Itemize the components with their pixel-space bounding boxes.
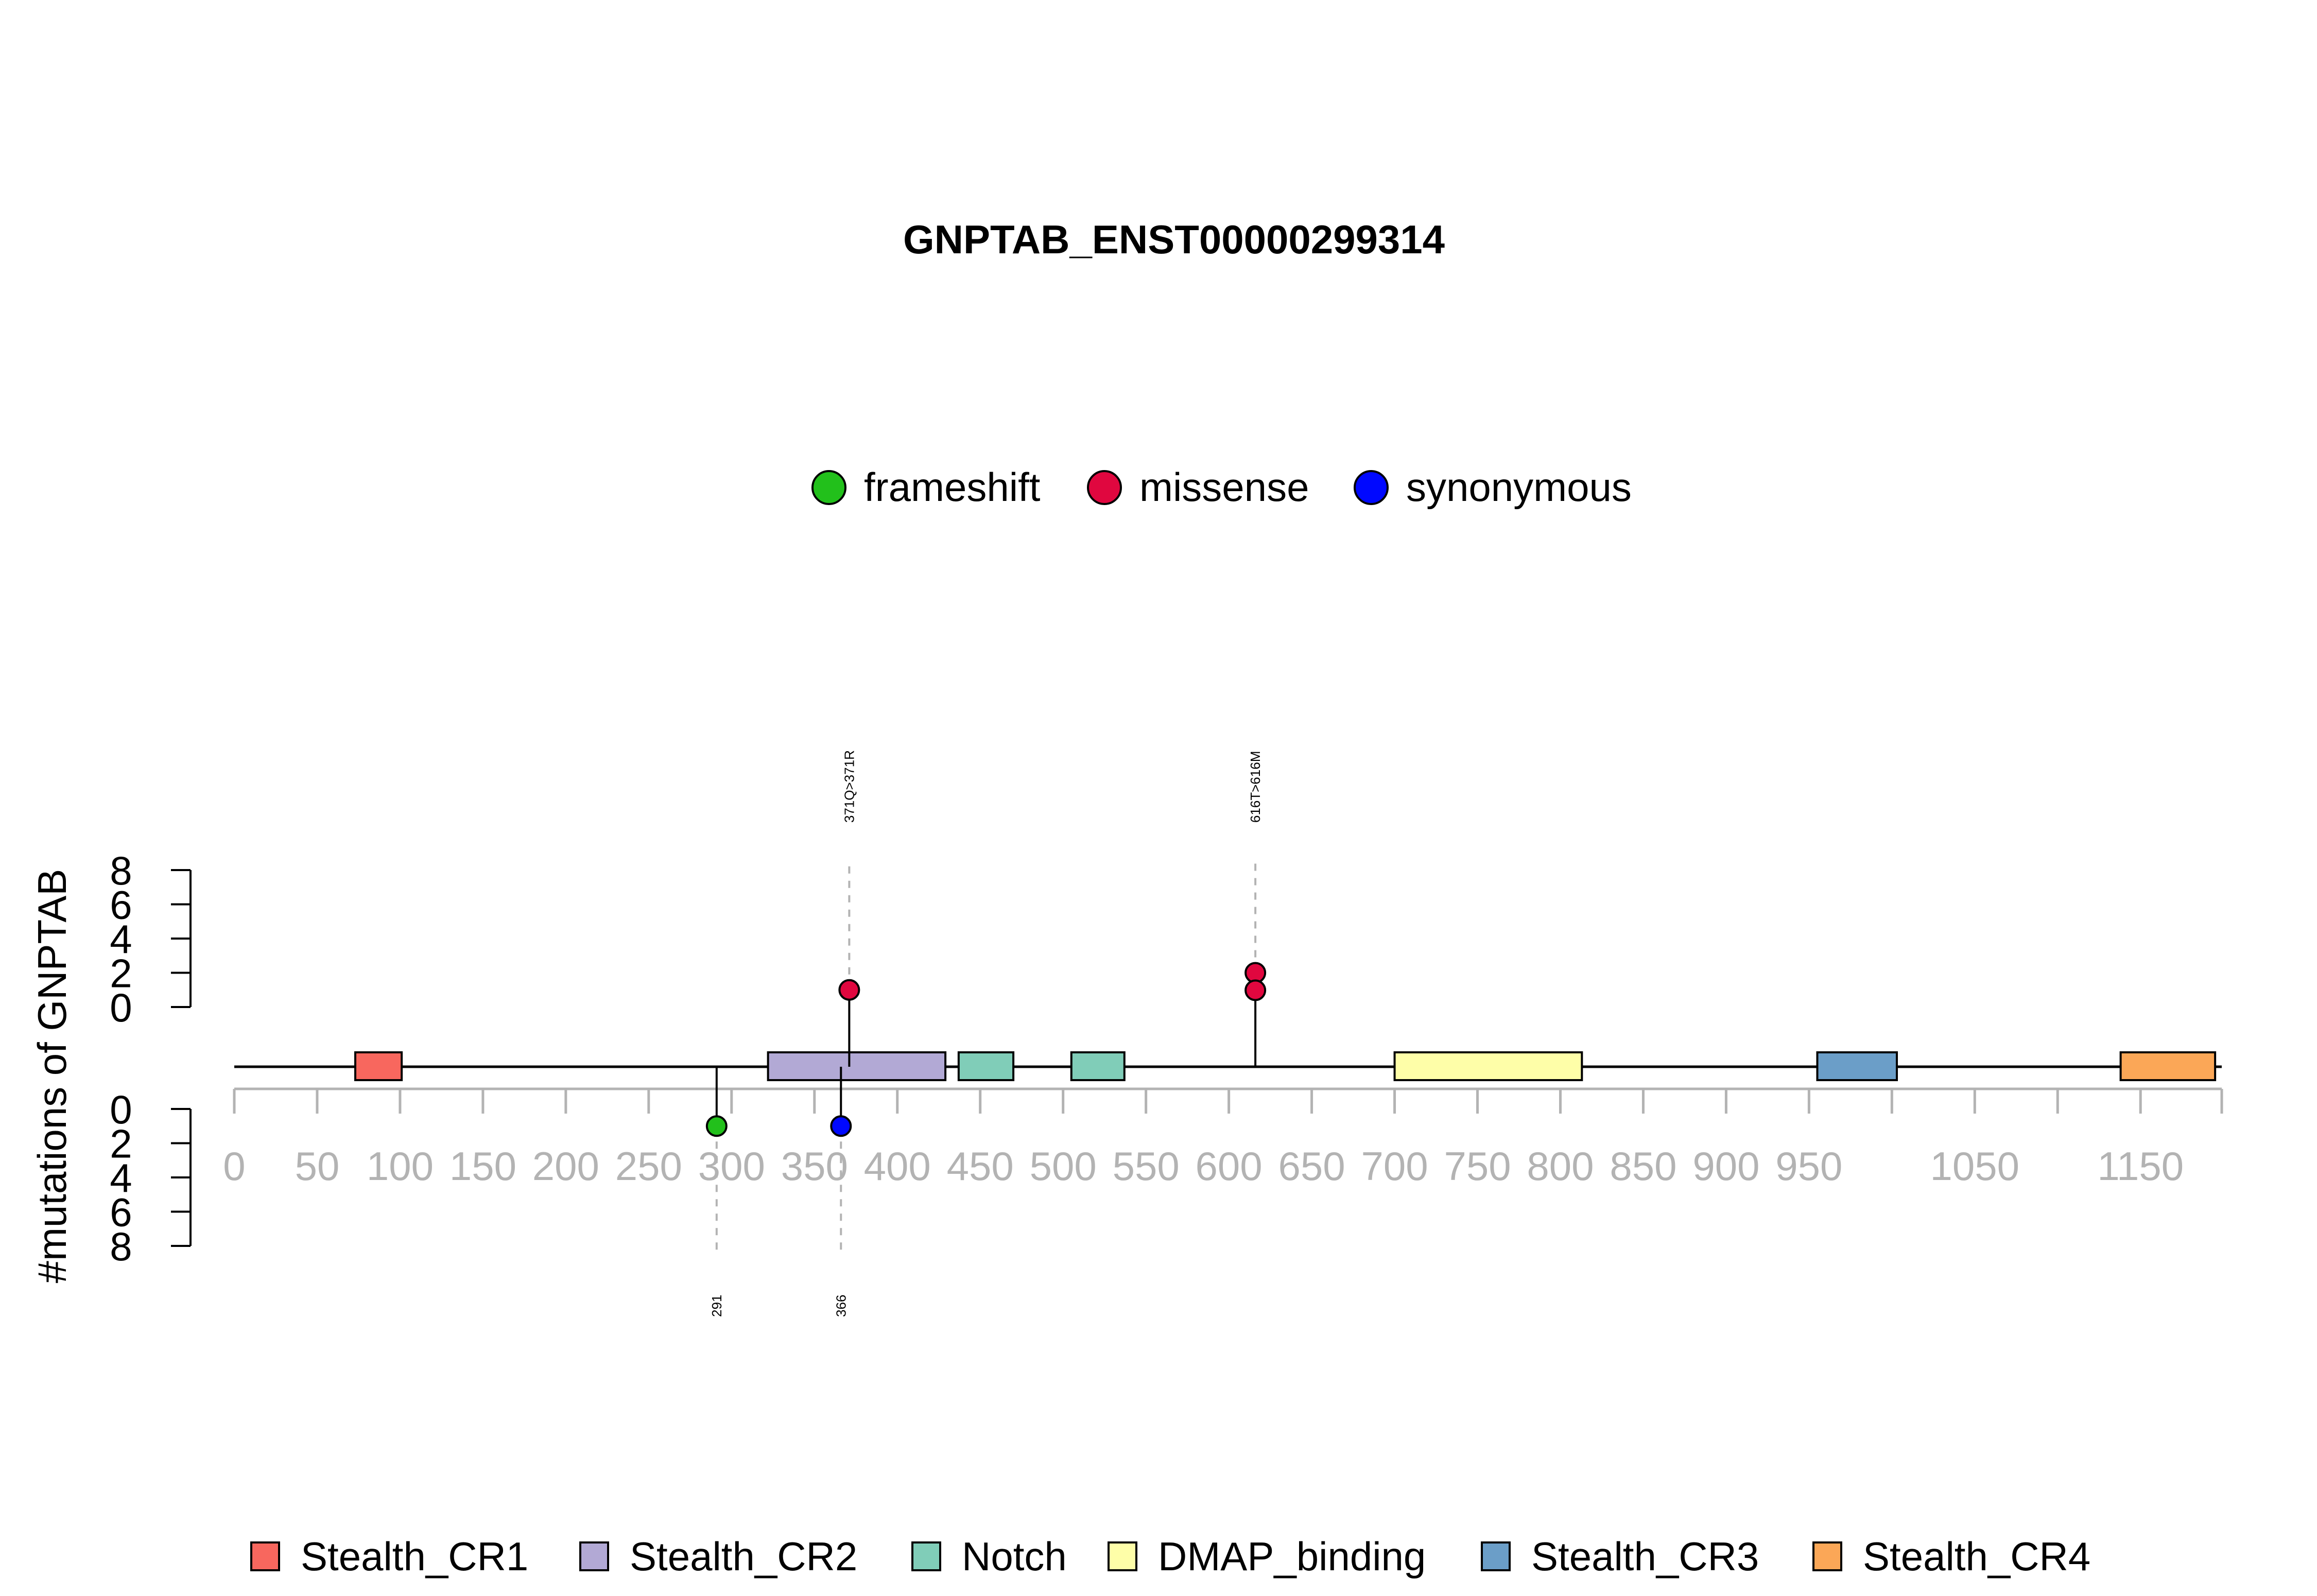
lower-mutation-label: 366 (833, 1295, 849, 1317)
legend-label-frameshift: frameshift (864, 464, 1041, 510)
legend-label-synonymous: synonymous (1406, 464, 1632, 510)
upper-mutation-point (838, 979, 860, 1001)
x-tick-label: 1050 (1930, 1143, 2020, 1189)
y-upper-tick-label: 0 (110, 985, 132, 1030)
x-tick-label: 300 (698, 1143, 765, 1189)
y-upper-tick-label: 4 (110, 916, 132, 962)
x-tick-label: 550 (1113, 1143, 1180, 1189)
y-lower-tick-label: 0 (110, 1087, 132, 1132)
y-lower-tick-label: 2 (110, 1121, 132, 1167)
domain-stealth_cr4 (2119, 1051, 2217, 1081)
domain-legend-swatch (911, 1541, 941, 1571)
domain-legend-swatch (250, 1541, 280, 1571)
domain-legend-swatch (1812, 1541, 1842, 1571)
legend-marker-synonymous (1354, 470, 1389, 505)
y-upper-tick-label: 6 (110, 882, 132, 928)
domain-legend-label: Stealth_CR1 (301, 1534, 528, 1579)
x-tick-label: 200 (532, 1143, 599, 1189)
upper-mutation-point (1244, 979, 1267, 1001)
x-tick-label: 250 (615, 1143, 682, 1189)
domain-notch (957, 1051, 1015, 1081)
domain-stealth_cr2 (767, 1051, 947, 1081)
domain-stealth_cr1 (354, 1051, 403, 1081)
x-tick-label: 50 (295, 1143, 340, 1189)
x-tick-label: 150 (449, 1143, 516, 1189)
x-tick-label: 800 (1527, 1143, 1594, 1189)
y-axis-label: #mutations of GNPTAB (29, 869, 75, 1283)
upper-mutations: 371Q>371R 616T>616M (838, 750, 1267, 1067)
legend-label-missense: missense (1139, 464, 1309, 510)
lower-mutation-label: 291 (709, 1295, 724, 1317)
x-tick-label: 900 (1692, 1143, 1759, 1189)
x-tick-label: 950 (1775, 1143, 1842, 1189)
x-tick-label: 1150 (2097, 1143, 2184, 1189)
lower-mutation-point (705, 1115, 728, 1137)
domain-dmap_binding (1393, 1051, 1583, 1081)
domain-legend-label: Stealth_CR2 (630, 1534, 857, 1579)
x-tick-label: 650 (1278, 1143, 1345, 1189)
domain-legend-label: DMAP_binding (1158, 1534, 1426, 1579)
domain-legend-swatch (579, 1541, 609, 1571)
domain-legend-label: Stealth_CR3 (1531, 1534, 1759, 1579)
domain-legend-swatch (1481, 1541, 1511, 1571)
upper-mutation-label: 371Q>371R (841, 750, 857, 823)
x-tick-label: 750 (1444, 1143, 1511, 1189)
domain-legend: Stealth_CR1 Stealth_CR2 Notch DMAP_binding S… (250, 1534, 2090, 1579)
domain-notch (1070, 1051, 1126, 1081)
x-tick-label: 0 (223, 1143, 245, 1189)
domain-legend-swatch (1108, 1541, 1137, 1571)
mutation-type-legend: frameshift missense synonymous (811, 464, 1632, 510)
legend-marker-frameshift (811, 470, 846, 505)
x-tick-label: 350 (781, 1143, 848, 1189)
domain-legend-label: Stealth_CR4 (1863, 1534, 2090, 1579)
x-tick-label: 700 (1361, 1143, 1428, 1189)
x-tick-label: 600 (1196, 1143, 1263, 1189)
x-tick-label: 450 (947, 1143, 1014, 1189)
x-tick-label: 500 (1030, 1143, 1097, 1189)
y-upper-tick-label: 2 (110, 951, 132, 996)
protein-domains (354, 1051, 2217, 1081)
lower-mutations: 291 366 (705, 1067, 852, 1317)
y-lower-tick-label: 8 (110, 1224, 132, 1269)
chart-title: GNPTAB_ENST00000299314 (903, 217, 1445, 262)
x-tick-label: 850 (1610, 1143, 1676, 1189)
x-tick-label: 100 (367, 1143, 434, 1189)
y-lower-tick-label: 4 (110, 1155, 132, 1201)
y-upper-tick-label: 8 (110, 848, 132, 893)
domain-legend-label: Notch (962, 1534, 1067, 1579)
upper-mutation-label: 616T>616M (1248, 751, 1263, 823)
x-tick-label: 400 (864, 1143, 931, 1189)
domain-stealth_cr3 (1816, 1051, 1898, 1081)
legend-marker-missense (1087, 470, 1122, 505)
x-axis: 0 50 100 150 200 250 300 350 400 450 500 550 600 650 7… (223, 1087, 2223, 1189)
lower-mutation-point (830, 1115, 852, 1137)
y-lower-tick-label: 6 (110, 1190, 132, 1235)
